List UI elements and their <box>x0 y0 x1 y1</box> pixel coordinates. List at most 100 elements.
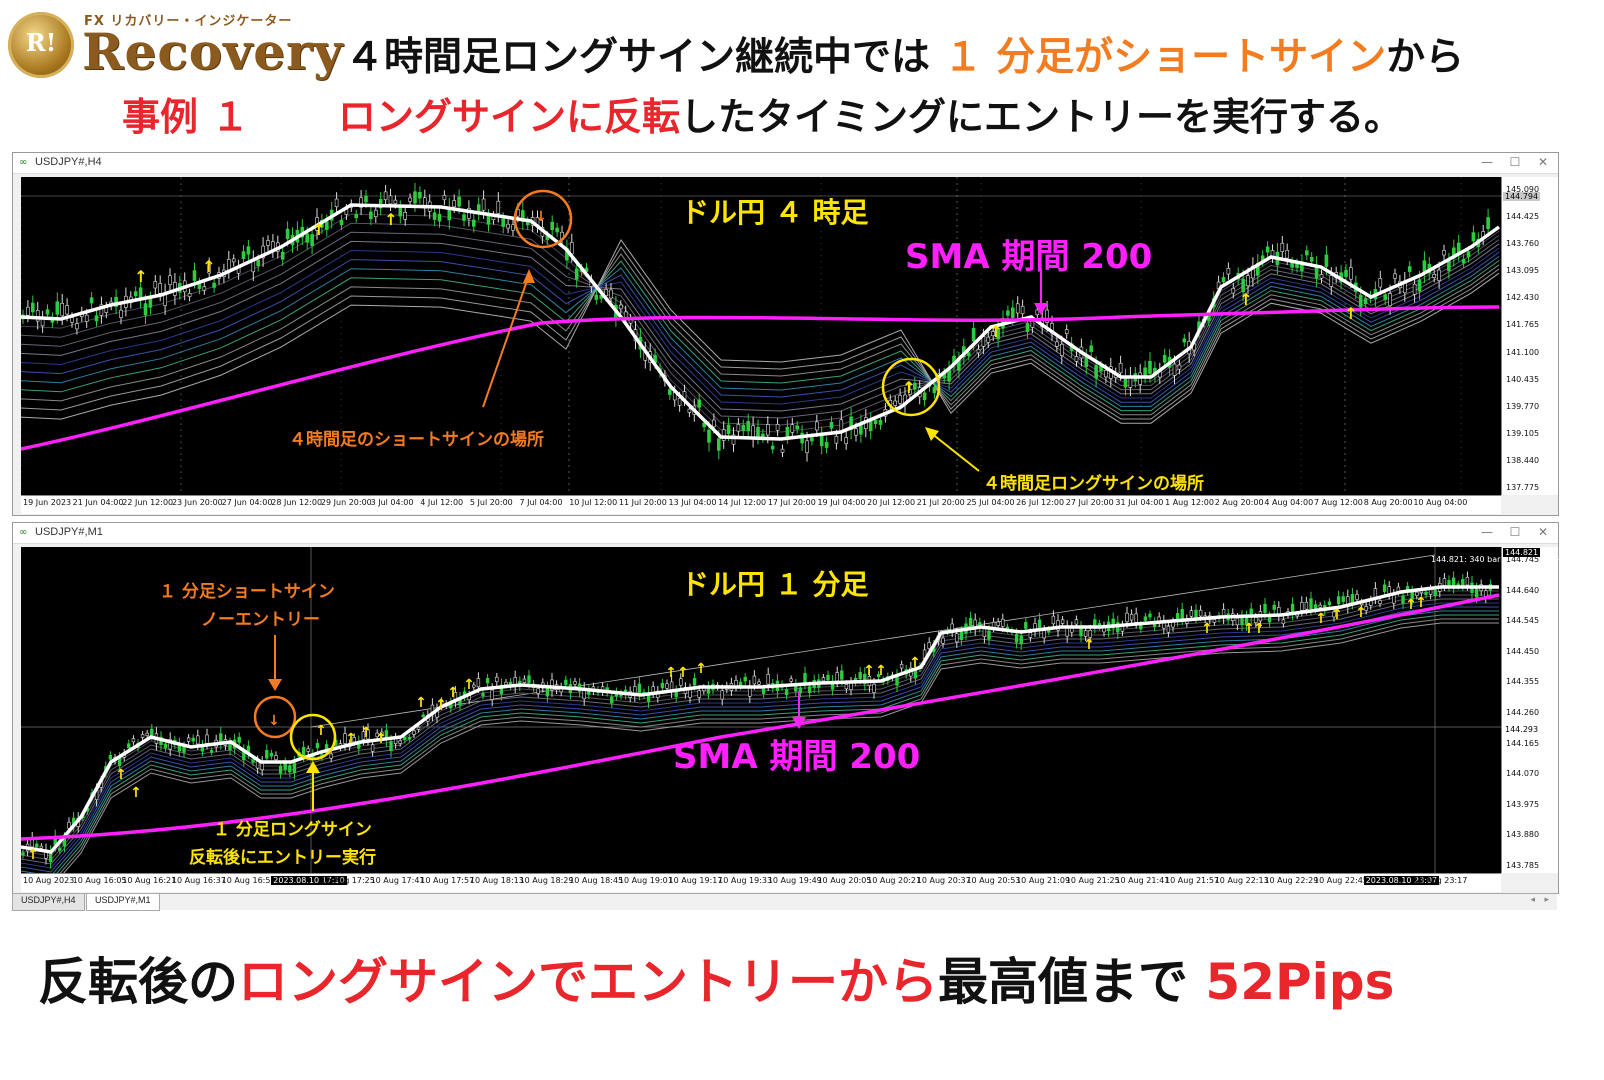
candle-body <box>35 843 39 848</box>
minimize-icon[interactable]: — <box>1481 525 1493 539</box>
candle-body <box>731 434 736 445</box>
price-tick: 141.765 <box>1506 320 1540 330</box>
scroll-left-icon[interactable]: ◂ <box>1530 895 1535 905</box>
scroll-right-icon[interactable]: ▸ <box>1544 895 1549 905</box>
time-tick: 14 Jul 12:00 <box>718 498 767 507</box>
candle-body <box>780 448 785 453</box>
m1-long-label-2: 反転後にエントリー実行 <box>189 848 376 868</box>
buy-signal-arrow: ↑ <box>1243 621 1255 637</box>
candle-body <box>966 352 971 357</box>
candle-body <box>501 218 506 227</box>
candle-body <box>1024 622 1028 629</box>
headline-line-2: ロングサインに反転したタイミングにエントリーを実行する。 <box>338 86 1402 141</box>
close-icon[interactable]: ✕ <box>1537 155 1549 169</box>
tab-usdjpy-h4[interactable]: USDJPY#,H4 <box>12 894 85 911</box>
candle-body <box>1300 602 1304 611</box>
candle-body <box>1143 367 1147 377</box>
candle-body <box>520 210 525 222</box>
time-tick: 20 Jul 12:00 <box>867 498 916 507</box>
current-price-box: 144.293 <box>1503 725 1541 734</box>
buy-signal-arrow: ↑ <box>1355 605 1367 621</box>
pointer-head <box>306 761 320 773</box>
m1-price-axis[interactable]: 144.745 144.640 144.545 144.450 144.355 144.2… <box>1501 547 1558 873</box>
minimize-icon[interactable]: — <box>1481 155 1493 169</box>
tab-usdjpy-m1[interactable]: USDJPY#,M1 <box>86 894 160 911</box>
candle-body <box>955 633 959 643</box>
candle-body <box>1319 274 1324 279</box>
h4-chart-window[interactable]: ∞ USDJPY#,H4 — ☐ ✕ ↑ ↑ ↑ ↑ ↑ ↑ ↑ ↑ ↓ ドル円 ４ 時足 SM… <box>12 152 1559 516</box>
h4-price-axis[interactable]: 145.090 144.425 143.760 143.095 142.430 141.7… <box>1501 177 1558 495</box>
candle-body <box>364 195 368 203</box>
candle-body <box>1407 266 1412 272</box>
candle-body <box>196 735 200 745</box>
time-tick: 10 Aug 18:45 <box>569 876 624 885</box>
m1-chart-window[interactable]: ∞ USDJPY#,M1 — ☐ ✕ ↑ ↑ ↑ ↑ ↑ ↑ ↑ ↑ ↑ ↑ ↑ ↑ ↑ ↑ ↑ ↑ ↑ ↑ ↑ ↑ ↑… <box>12 522 1564 894</box>
maximize-icon[interactable]: ☐ <box>1509 155 1521 169</box>
candle-body <box>829 422 834 429</box>
pointer-line <box>482 274 530 408</box>
candle-body <box>1015 303 1020 314</box>
m1-sma-label: SMA 期間 200 <box>673 737 921 777</box>
candle-body <box>522 678 527 683</box>
candle-body <box>932 387 937 394</box>
candle-body <box>1424 591 1428 596</box>
candle-body <box>58 848 62 851</box>
candle-body <box>1172 363 1177 376</box>
candle-body <box>1180 608 1184 619</box>
candle-body <box>697 399 702 408</box>
candle-body <box>408 197 412 202</box>
h4-plot-area[interactable]: ↑ ↑ ↑ ↑ ↑ ↑ ↑ ↑ ↓ ドル円 ４ 時足 SMA 期間 200 ４時間足のショートサ… <box>20 177 1501 495</box>
candle-body <box>452 200 457 208</box>
pointer-head <box>268 679 282 691</box>
candle-body <box>826 674 830 681</box>
buy-signal-arrow: ↑ <box>989 322 1002 341</box>
candle-body <box>1290 262 1294 268</box>
m1-plot-area[interactable]: ↑ ↑ ↑ ↑ ↑ ↑ ↑ ↑ ↑ ↑ ↑ ↑ ↑ ↑ ↑ ↑ ↑ ↑ ↑ ↑ ↑ ↑ ↑ ↑ ↑ ↑ ↓ ドル円 １ 分足 SMA… <box>20 547 1564 889</box>
candle-body <box>996 621 1000 627</box>
footer-part-a: 反転後の <box>38 953 238 1011</box>
candle-body <box>1020 306 1025 314</box>
candle-body <box>1486 217 1490 229</box>
h4-window-titlebar[interactable]: ∞ USDJPY#,H4 — ☐ ✕ <box>13 153 1558 174</box>
candle-body <box>380 731 384 736</box>
m1-window-title: USDJPY#,M1 <box>35 526 103 538</box>
m1-long-label-1: １ 分足ロングサイン <box>213 820 372 840</box>
candle-body <box>610 696 614 704</box>
time-tick: 2023.08.10 23:07 <box>1363 876 1440 885</box>
candle-body <box>991 621 996 628</box>
maximize-icon[interactable]: ☐ <box>1509 525 1521 539</box>
candle-body <box>373 209 378 217</box>
candle-body <box>261 245 265 259</box>
price-tick: 138.440 <box>1506 455 1540 465</box>
buy-signal-arrow: ↑ <box>677 665 689 681</box>
candle-body <box>99 304 104 316</box>
candle-body <box>798 687 803 694</box>
price-tick: 137.775 <box>1506 483 1540 492</box>
price-tick: 141.100 <box>1506 347 1540 357</box>
candle-body <box>407 736 412 740</box>
candle-body <box>707 429 711 443</box>
price-tick: 144.545 <box>1506 616 1540 626</box>
candle-body <box>721 429 726 441</box>
pointer-line <box>930 432 980 472</box>
m1-window-titlebar[interactable]: ∞ USDJPY#,M1 — ☐ ✕ <box>13 523 1558 544</box>
candle-body <box>1318 604 1322 608</box>
candle-body <box>163 743 168 749</box>
headline-2-part-a: ロングサインに反転 <box>338 95 681 139</box>
ma-ribbon-line <box>20 240 1500 412</box>
time-tick: 10 Aug 20:05 <box>817 876 872 885</box>
close-icon[interactable]: ✕ <box>1537 525 1549 539</box>
ma-ribbon-line <box>20 260 1500 412</box>
candle-body <box>45 309 50 315</box>
candle-body <box>1341 596 1345 602</box>
buy-signal-arrow: ↑ <box>130 785 142 801</box>
m1-time-axis[interactable]: 10 Aug 2023 10 Aug 16:05 10 Aug 16:21 10 Au… <box>21 873 1501 892</box>
candle-body <box>227 259 231 271</box>
h4-time-axis[interactable]: 19 Jun 2023 21 Jun 04:00 22 Jun 12:00 23 Ju… <box>21 495 1501 514</box>
headline-2-part-b: したタイミングにエントリーを実行する。 <box>680 95 1403 139</box>
price-tick: 142.430 <box>1506 293 1540 303</box>
footer-part-b: ロングサインでエントリーから <box>238 953 938 1011</box>
candle-body <box>1363 298 1368 305</box>
chart-icon: ∞ <box>19 527 28 538</box>
candle-body <box>819 434 824 447</box>
